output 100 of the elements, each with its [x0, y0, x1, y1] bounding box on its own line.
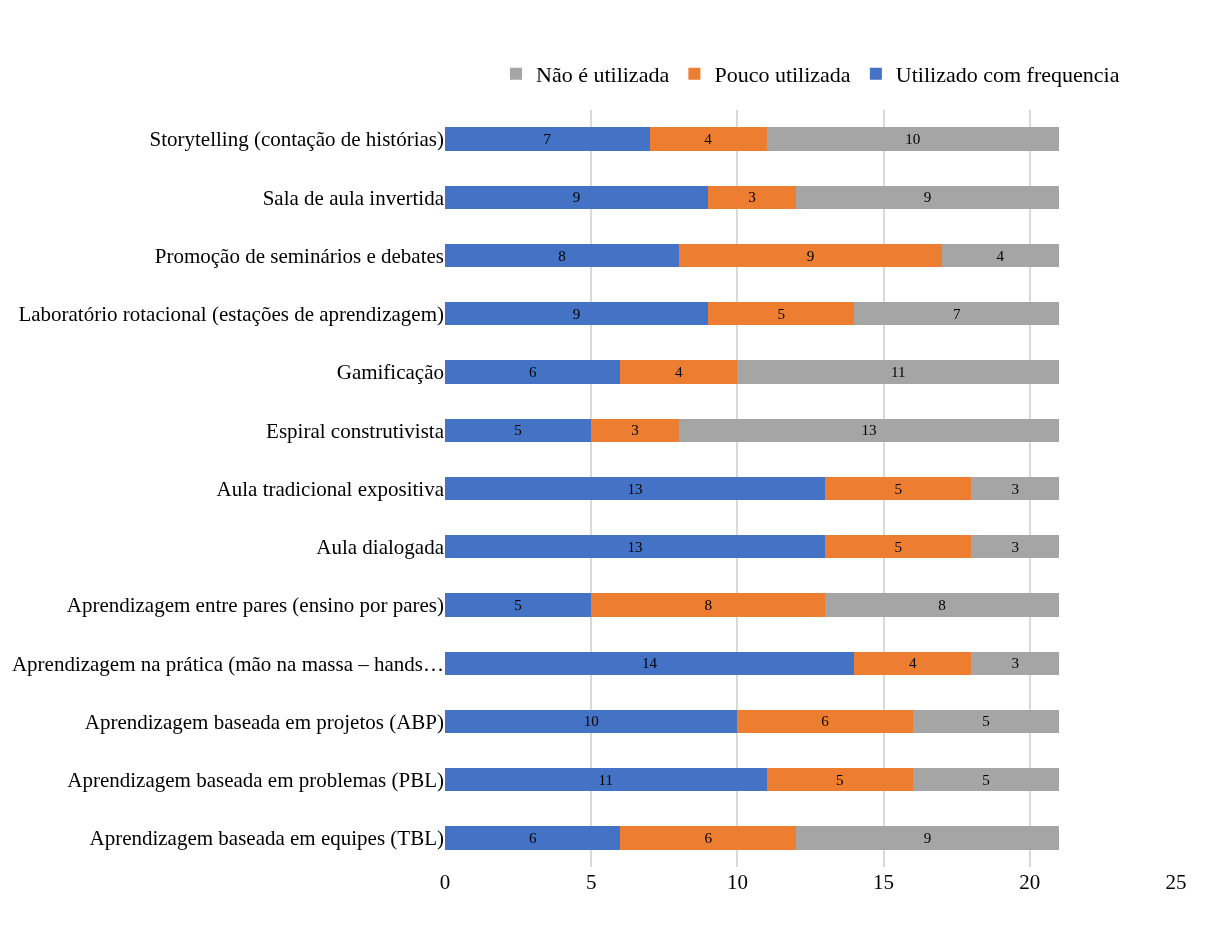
bar	[445, 302, 709, 326]
bar	[445, 185, 709, 209]
data-label: 9	[806, 247, 815, 264]
y-tick-label: Aula tradicional expositiva	[216, 476, 445, 501]
y-tick-label: Sala de aula invertida	[262, 185, 445, 210]
data-label: 7	[543, 131, 552, 148]
y-tick-label: Promoção de seminários e debates	[154, 243, 444, 268]
bar	[766, 127, 1060, 151]
bar	[971, 535, 1060, 559]
y-tick-label: Aprendizagem entre pares (ensino por pares)	[66, 593, 444, 618]
bar	[620, 826, 796, 850]
data-label: 4	[704, 131, 713, 148]
data-label: 5	[894, 480, 902, 497]
bar	[591, 418, 679, 442]
data-label: 11	[598, 771, 614, 788]
data-label: 5	[514, 597, 522, 614]
data-label: 6	[704, 829, 713, 846]
bar	[445, 768, 767, 792]
data-label: 9	[572, 189, 581, 206]
data-label: 7	[952, 305, 961, 322]
data-label: 14	[641, 655, 658, 672]
bar	[445, 593, 592, 617]
data-label: 13	[627, 480, 643, 497]
data-label: 8	[938, 597, 946, 614]
data-label: 3	[748, 189, 756, 206]
bar	[766, 768, 913, 792]
bar	[825, 476, 972, 501]
data-label: 5	[982, 713, 990, 730]
y-tick-label: Aprendizagem na prática (mão na massa – hands…	[11, 651, 444, 676]
data-label: 3	[1011, 538, 1019, 555]
bar	[942, 243, 1060, 268]
bar	[649, 127, 767, 151]
data-label: 5	[894, 538, 902, 555]
data-label: 8	[704, 597, 712, 614]
bar	[708, 185, 796, 209]
data-label: 3	[1011, 655, 1019, 672]
bar	[445, 826, 621, 850]
data-label: 6	[821, 713, 830, 730]
x-tick-label: 20	[1019, 870, 1041, 894]
x-tick-label: 25	[1165, 870, 1187, 894]
data-label: 3	[1011, 480, 1019, 497]
legend-label: Utilizado com frequencia	[895, 62, 1120, 88]
y-tick-label: Storytelling (contação de histórias)	[149, 127, 444, 152]
bar	[854, 302, 1060, 326]
y-tick-label: Gamificação	[336, 360, 444, 385]
bar	[825, 535, 972, 559]
bar	[445, 535, 826, 559]
bar	[678, 243, 943, 268]
bar	[445, 127, 650, 151]
data-label: 6	[528, 364, 537, 381]
data-label: 8	[558, 247, 566, 264]
bar	[445, 709, 738, 734]
bar	[445, 418, 592, 442]
data-label: 4	[908, 655, 917, 672]
data-label: 5	[982, 771, 990, 788]
bar	[854, 651, 972, 675]
bar	[678, 418, 1060, 442]
y-tick-label: Aprendizagem baseada em equipes (TBL)	[89, 826, 444, 851]
data-label: 6	[528, 829, 537, 846]
bar	[795, 826, 1060, 850]
bar	[971, 651, 1060, 675]
data-label: 11	[890, 364, 906, 381]
bar	[445, 651, 855, 675]
legend-label: Não é utilizada	[536, 62, 670, 88]
data-label: 9	[923, 829, 932, 846]
data-label: 4	[674, 364, 683, 381]
y-tick-label: Laboratório rotacional (estações de aprendizagem)	[18, 302, 444, 327]
y-tick-label: Aprendizagem baseada em projetos (ABP)	[84, 709, 444, 734]
bar	[445, 360, 621, 384]
x-tick-label: 10	[726, 870, 748, 894]
bar	[708, 302, 855, 326]
data-label: 3	[631, 422, 639, 439]
data-label: 4	[996, 247, 1005, 264]
bar	[912, 709, 1060, 734]
data-label: 13	[627, 538, 643, 555]
bar	[795, 185, 1060, 209]
x-tick-label: 5	[585, 870, 597, 894]
data-label: 5	[835, 771, 844, 788]
data-label: 9	[572, 305, 581, 322]
y-tick-label: Aula dialogada	[316, 535, 445, 560]
bar	[591, 593, 826, 617]
bar	[620, 360, 738, 384]
x-tick-label: 0	[439, 870, 451, 894]
data-label: 5	[514, 422, 522, 439]
data-label: 13	[861, 422, 877, 439]
bar	[737, 360, 1060, 384]
bar	[445, 243, 679, 268]
legend-label: Pouco utilizada	[714, 62, 851, 88]
data-label: 10	[905, 131, 921, 148]
data-label: 5	[777, 305, 786, 322]
y-tick-label: Espiral construtivista	[266, 418, 445, 443]
bar	[912, 768, 1060, 792]
bar	[825, 593, 1060, 617]
bar	[737, 709, 913, 734]
data-label: 10	[583, 713, 599, 730]
y-tick-label: Aprendizagem baseada em problemas (PBL)	[67, 768, 444, 792]
data-label: 9	[923, 189, 932, 206]
x-tick-label: 15	[873, 870, 895, 894]
bar	[445, 476, 826, 501]
bar	[971, 476, 1060, 501]
